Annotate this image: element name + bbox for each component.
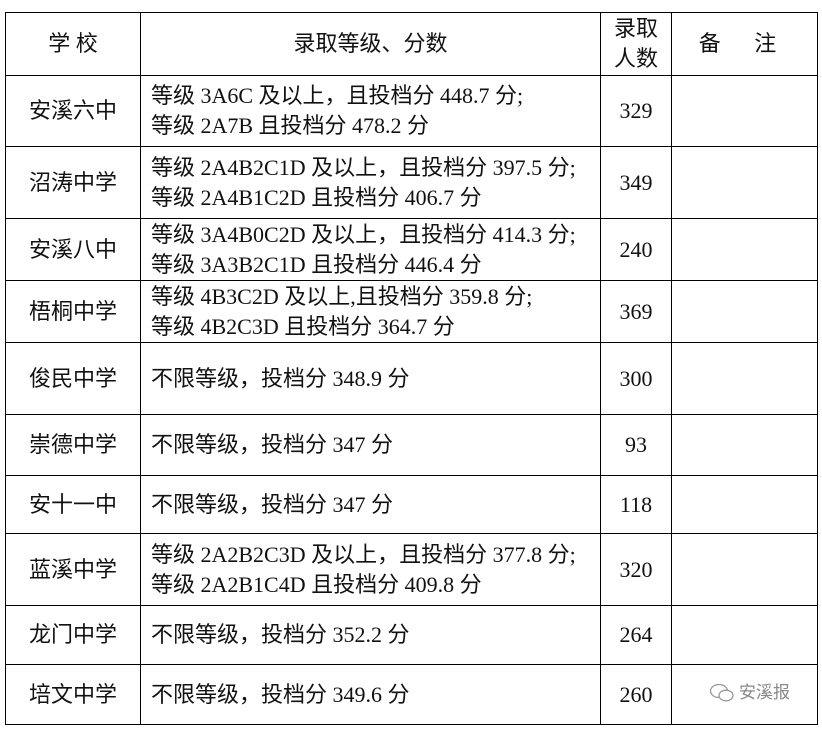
school-name: 梧桐中学: [5, 280, 141, 343]
requirement-cell: 等级 4B3C2D 及以上,且投档分 359.8 分; 等级 4B2C3D 且投档…: [140, 280, 601, 343]
note-cell: [671, 75, 818, 147]
table-row: 龙门中学 不限等级，投档分 352.2 分 264: [5, 605, 818, 665]
requirement-line: 等级 2A4B1C2D 且投档分 406.7 分: [151, 184, 482, 210]
requirement-cell: 不限等级，投档分 349.6 分: [140, 664, 601, 725]
requirement-line: 等级 3A6C 及以上，且投档分 448.7 分;: [151, 83, 524, 108]
header-count-line2: 人数: [613, 46, 658, 71]
table-row: 培文中学 不限等级，投档分 349.6 分 260 安溪报: [5, 664, 818, 725]
wechat-icon: [709, 683, 734, 702]
school-name: 俊民中学: [5, 342, 141, 415]
table-row: 安溪六中 等级 3A6C 及以上，且投档分 448.7 分; 等级 2A7B 且投档…: [5, 75, 818, 147]
note-cell: [671, 342, 818, 415]
watermark: 安溪报: [709, 678, 790, 708]
admission-count: 240: [600, 218, 672, 281]
requirement-cell: 等级 2A4B2C1D 及以上，且投档分 397.5 分; 等级 2A4B1C2D…: [140, 146, 601, 219]
header-requirement: 录取等级、分数: [140, 12, 601, 76]
admission-count: 329: [600, 75, 672, 147]
note-cell: [671, 146, 818, 219]
school-name: 崇德中学: [5, 414, 141, 476]
admission-count: 118: [600, 475, 672, 534]
school-name: 龙门中学: [5, 605, 141, 665]
note-cell: [671, 414, 818, 476]
admission-count: 260: [600, 664, 672, 725]
admission-count: 320: [600, 533, 672, 606]
requirement-line: 等级 2A4B2C1D 及以上，且投档分 397.5 分;: [151, 154, 576, 180]
requirement-line: 等级 2A2B2C3D 及以上，且投档分 377.8 分;: [151, 541, 576, 567]
table-row: 安十一中 不限等级，投档分 347 分 118: [5, 475, 818, 534]
requirement-cell: 不限等级，投档分 347 分: [140, 414, 601, 476]
school-name: 安十一中: [5, 475, 141, 534]
requirement-line: 等级 3A3B2C1D 且投档分 446.4 分: [151, 251, 482, 277]
requirement-line: 不限等级，投档分 347 分: [151, 491, 394, 517]
admission-table: 学 校 录取等级、分数 录取 人数 备 注 安溪六中 等级 3A6C 及以上，且投…: [5, 12, 818, 725]
note-cell: [671, 218, 818, 281]
school-name: 蓝溪中学: [5, 533, 141, 606]
admission-count: 349: [600, 146, 672, 219]
table-row: 沼涛中学 等级 2A4B2C1D 及以上，且投档分 397.5 分; 等级 2A4B…: [5, 146, 818, 219]
table-row: 安溪八中 等级 3A4B0C2D 及以上，且投档分 414.3 分; 等级 3A3B…: [5, 218, 818, 281]
requirement-line: 不限等级，投档分 349.6 分: [151, 681, 410, 707]
requirement-line: 等级 2A2B1C4D 且投档分 409.8 分: [151, 571, 482, 597]
header-note: 备 注: [671, 12, 818, 76]
header-school: 学 校: [5, 12, 141, 76]
requirement-cell: 不限等级，投档分 352.2 分: [140, 605, 601, 665]
table-row: 梧桐中学 等级 4B3C2D 及以上,且投档分 359.8 分; 等级 4B2C3D…: [5, 280, 818, 343]
requirement-line: 等级 3A4B0C2D 及以上，且投档分 414.3 分;: [151, 221, 576, 247]
admission-count: 264: [600, 605, 672, 665]
watermark-text: 安溪报: [739, 683, 790, 702]
requirement-line: 等级 2A7B 且投档分 478.2 分: [151, 113, 430, 138]
school-name: 沼涛中学: [5, 146, 141, 219]
requirement-cell: 等级 2A2B2C3D 及以上，且投档分 377.8 分; 等级 2A2B1C4D…: [140, 533, 601, 606]
requirement-line: 等级 4B3C2D 及以上,且投档分 359.8 分;: [151, 283, 533, 309]
header-count-line1: 录取: [613, 16, 658, 41]
requirement-cell: 等级 3A4B0C2D 及以上，且投档分 414.3 分; 等级 3A3B2C1D…: [140, 218, 601, 281]
school-name: 安溪六中: [5, 75, 141, 147]
header-row: 学 校 录取等级、分数 录取 人数 备 注: [5, 12, 818, 76]
requirement-line: 等级 4B2C3D 且投档分 364.7 分: [151, 313, 455, 339]
requirement-cell: 不限等级，投档分 348.9 分: [140, 342, 601, 415]
admission-count: 93: [600, 414, 672, 476]
requirement-line: 不限等级，投档分 352.2 分: [151, 622, 410, 647]
requirement-line: 不限等级，投档分 347 分: [151, 432, 394, 457]
requirement-line: 不限等级，投档分 348.9 分: [151, 365, 410, 391]
table-row: 崇德中学 不限等级，投档分 347 分 93: [5, 414, 818, 476]
admission-count: 300: [600, 342, 672, 415]
table-row: 蓝溪中学 等级 2A2B2C3D 及以上，且投档分 377.8 分; 等级 2A2B…: [5, 533, 818, 606]
note-cell: 安溪报: [671, 664, 818, 725]
admission-count: 369: [600, 280, 672, 343]
school-name: 安溪八中: [5, 218, 141, 281]
requirement-cell: 等级 3A6C 及以上，且投档分 448.7 分; 等级 2A7B 且投档分 47…: [140, 75, 601, 147]
note-cell: [671, 605, 818, 665]
school-name: 培文中学: [5, 664, 141, 725]
header-note-text: 备 注: [698, 31, 791, 56]
note-cell: [671, 475, 818, 534]
note-cell: [671, 533, 818, 606]
table-row: 俊民中学 不限等级，投档分 348.9 分 300: [5, 342, 818, 415]
note-cell: [671, 280, 818, 343]
requirement-cell: 不限等级，投档分 347 分: [140, 475, 601, 534]
header-count: 录取 人数: [600, 12, 672, 76]
